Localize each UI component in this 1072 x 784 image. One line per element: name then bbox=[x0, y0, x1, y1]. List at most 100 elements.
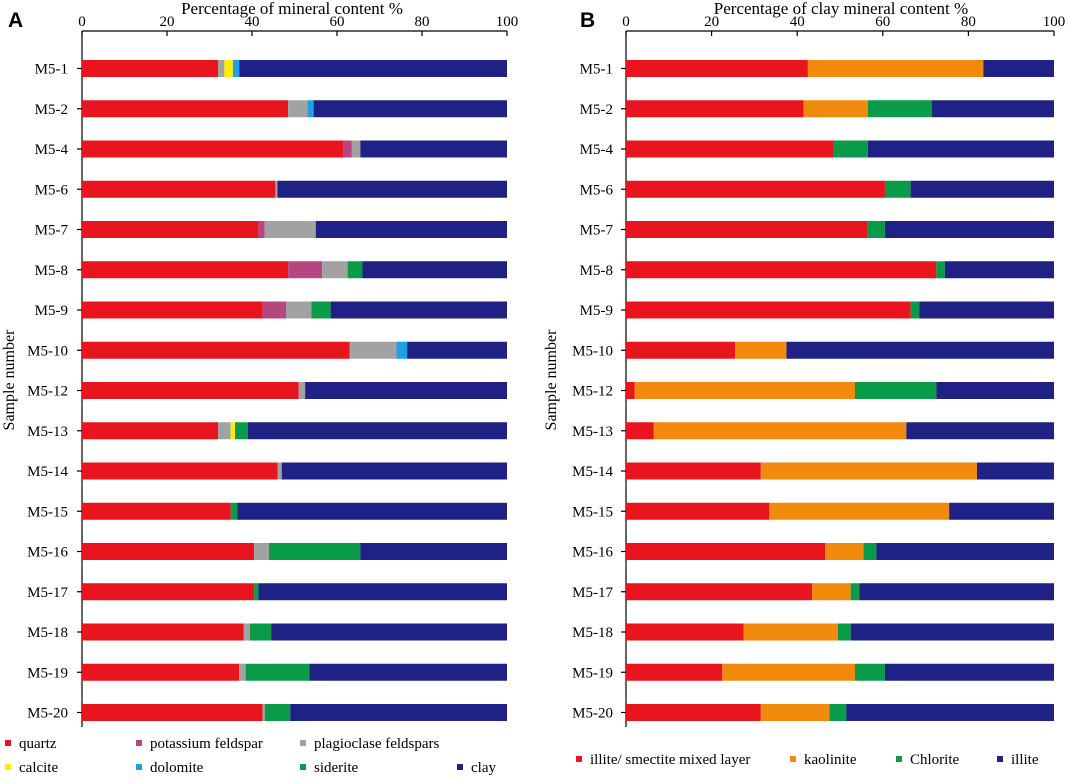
category-label: M5-15 bbox=[27, 504, 68, 520]
bar-segment-illite-smectite-mixed-layer bbox=[626, 623, 744, 641]
legend-label: calcite bbox=[19, 760, 58, 776]
bar-segment-chlorite bbox=[833, 140, 868, 158]
bar-segment-plagioclase-feldspars bbox=[277, 462, 282, 480]
bar-segment-plagioclase-feldspars bbox=[218, 60, 225, 77]
bar-segment-kaolinite bbox=[825, 543, 864, 560]
x-tick-label: 80 bbox=[961, 14, 976, 30]
bar-segment-kaolinite bbox=[760, 462, 977, 480]
legend-label: Chlorite bbox=[910, 752, 960, 768]
bar-segment-quartz bbox=[82, 583, 255, 601]
x-tick-label: 0 bbox=[78, 14, 86, 30]
bar-segment-siderite bbox=[347, 261, 363, 279]
bar-segment-clay bbox=[247, 422, 507, 440]
bar-segment-kaolinite bbox=[769, 502, 950, 520]
x-tick-label: 20 bbox=[160, 14, 175, 30]
bar-segment-kaolinite bbox=[760, 704, 830, 721]
bar-segment-chlorite bbox=[910, 301, 920, 319]
bar-segment-illite bbox=[850, 623, 1054, 641]
bar-segment-plagioclase-feldspars bbox=[275, 180, 278, 198]
bar-segment-clay bbox=[237, 502, 507, 520]
category-label: M5-12 bbox=[572, 384, 613, 400]
bar-segment-clay bbox=[277, 180, 507, 198]
legend-swatch bbox=[5, 740, 11, 746]
legend-label: quartz bbox=[19, 736, 57, 752]
bar-segment-illite bbox=[906, 422, 1054, 440]
category-label: M5-17 bbox=[27, 585, 68, 601]
category-label: M5-14 bbox=[572, 464, 613, 480]
legend-swatch bbox=[790, 756, 796, 762]
category-label: M5-6 bbox=[35, 182, 69, 198]
bar-segment-plagioclase-feldspars bbox=[264, 221, 316, 238]
bar-segment-kaolinite bbox=[735, 341, 787, 359]
bar-segment-kaolinite bbox=[812, 583, 851, 601]
bar-segment-illite bbox=[876, 543, 1054, 560]
category-label: M5-15 bbox=[572, 504, 613, 520]
category-label: M5-16 bbox=[27, 545, 68, 561]
bar-segment-plagioclase-feldspars bbox=[349, 341, 397, 359]
bar-segment-quartz bbox=[82, 663, 240, 681]
bar-segment-quartz bbox=[82, 704, 263, 721]
category-label: M5-19 bbox=[572, 665, 613, 681]
bar-segment-dolomite bbox=[307, 100, 314, 118]
bar-segment-chlorite bbox=[850, 583, 860, 601]
bar-segment-kaolinite bbox=[722, 663, 855, 681]
category-label: M5-2 bbox=[35, 102, 68, 118]
bar-segment-clay bbox=[313, 100, 507, 118]
bar-segment-quartz bbox=[82, 422, 218, 440]
category-label: M5-1 bbox=[35, 62, 68, 78]
bar-segment-illite-smectite-mixed-layer bbox=[626, 422, 654, 440]
category-label: M5-9 bbox=[35, 303, 68, 319]
bar-segment-illite bbox=[944, 261, 1054, 279]
bar-segment-illite bbox=[910, 180, 1054, 198]
bar-segment-illite-smectite-mixed-layer bbox=[626, 382, 635, 399]
category-label: M5-6 bbox=[580, 182, 614, 198]
bar-segment-illite bbox=[786, 341, 1054, 359]
bar-segment-kaolinite bbox=[803, 100, 868, 118]
category-label: M5-19 bbox=[27, 665, 68, 681]
bar-segment-illite bbox=[846, 704, 1054, 721]
bar-segment-illite-smectite-mixed-layer bbox=[626, 583, 813, 601]
legend-label: clay bbox=[471, 760, 496, 776]
category-label: M5-18 bbox=[27, 625, 68, 641]
category-label: M5-8 bbox=[35, 263, 68, 279]
category-label: M5-20 bbox=[27, 706, 68, 722]
y-axis-label: Sample number bbox=[1, 329, 18, 431]
category-label: M5-20 bbox=[572, 706, 613, 722]
bar-segment-siderite bbox=[249, 623, 272, 641]
legend-label: siderite bbox=[314, 760, 358, 776]
bar-segment-siderite bbox=[235, 422, 248, 440]
bar-segment-illite bbox=[867, 140, 1054, 158]
bar-segment-quartz bbox=[82, 140, 344, 158]
legend-label: illite/ smectite mixed layer bbox=[590, 752, 750, 768]
legend-swatch bbox=[5, 764, 11, 770]
bar-segment-illite bbox=[884, 221, 1054, 238]
bar-segment-clay bbox=[360, 543, 507, 560]
legend-swatch bbox=[997, 756, 1003, 762]
bar-segment-illite-smectite-mixed-layer bbox=[626, 60, 808, 77]
bar-segment-clay bbox=[330, 301, 507, 319]
legend-swatch bbox=[300, 740, 306, 746]
bar-segment-plagioclase-feldspars bbox=[351, 140, 361, 158]
bar-segment-plagioclase-feldspars bbox=[239, 663, 246, 681]
x-tick-label: 100 bbox=[1043, 14, 1066, 30]
x-tick-label: 60 bbox=[875, 14, 890, 30]
bar-segment-illite bbox=[949, 502, 1054, 520]
bar-segment-calcite bbox=[230, 422, 235, 440]
bar-segment-potassium-feldspar bbox=[343, 140, 352, 158]
bar-segment-kaolinite bbox=[743, 623, 838, 641]
category-label: M5-10 bbox=[572, 343, 613, 359]
bar-segment-quartz bbox=[82, 462, 278, 480]
bar-segment-illite-smectite-mixed-layer bbox=[626, 462, 761, 480]
bar-segment-illite-smectite-mixed-layer bbox=[626, 180, 885, 198]
category-label: M5-12 bbox=[27, 384, 68, 400]
chart-title: Percentage of clay mineral content % bbox=[714, 0, 968, 18]
bar-segment-quartz bbox=[82, 543, 255, 560]
bar-segment-quartz bbox=[82, 60, 218, 77]
bar-segment-illite-smectite-mixed-layer bbox=[626, 502, 770, 520]
bar-segment-siderite bbox=[245, 663, 310, 681]
bar-segment-illite-smectite-mixed-layer bbox=[626, 704, 761, 721]
bar-segment-chlorite bbox=[867, 100, 933, 118]
bar-segment-chlorite bbox=[936, 261, 945, 279]
legend-label: potassium feldspar bbox=[150, 736, 263, 752]
bar-segment-chlorite bbox=[829, 704, 847, 721]
